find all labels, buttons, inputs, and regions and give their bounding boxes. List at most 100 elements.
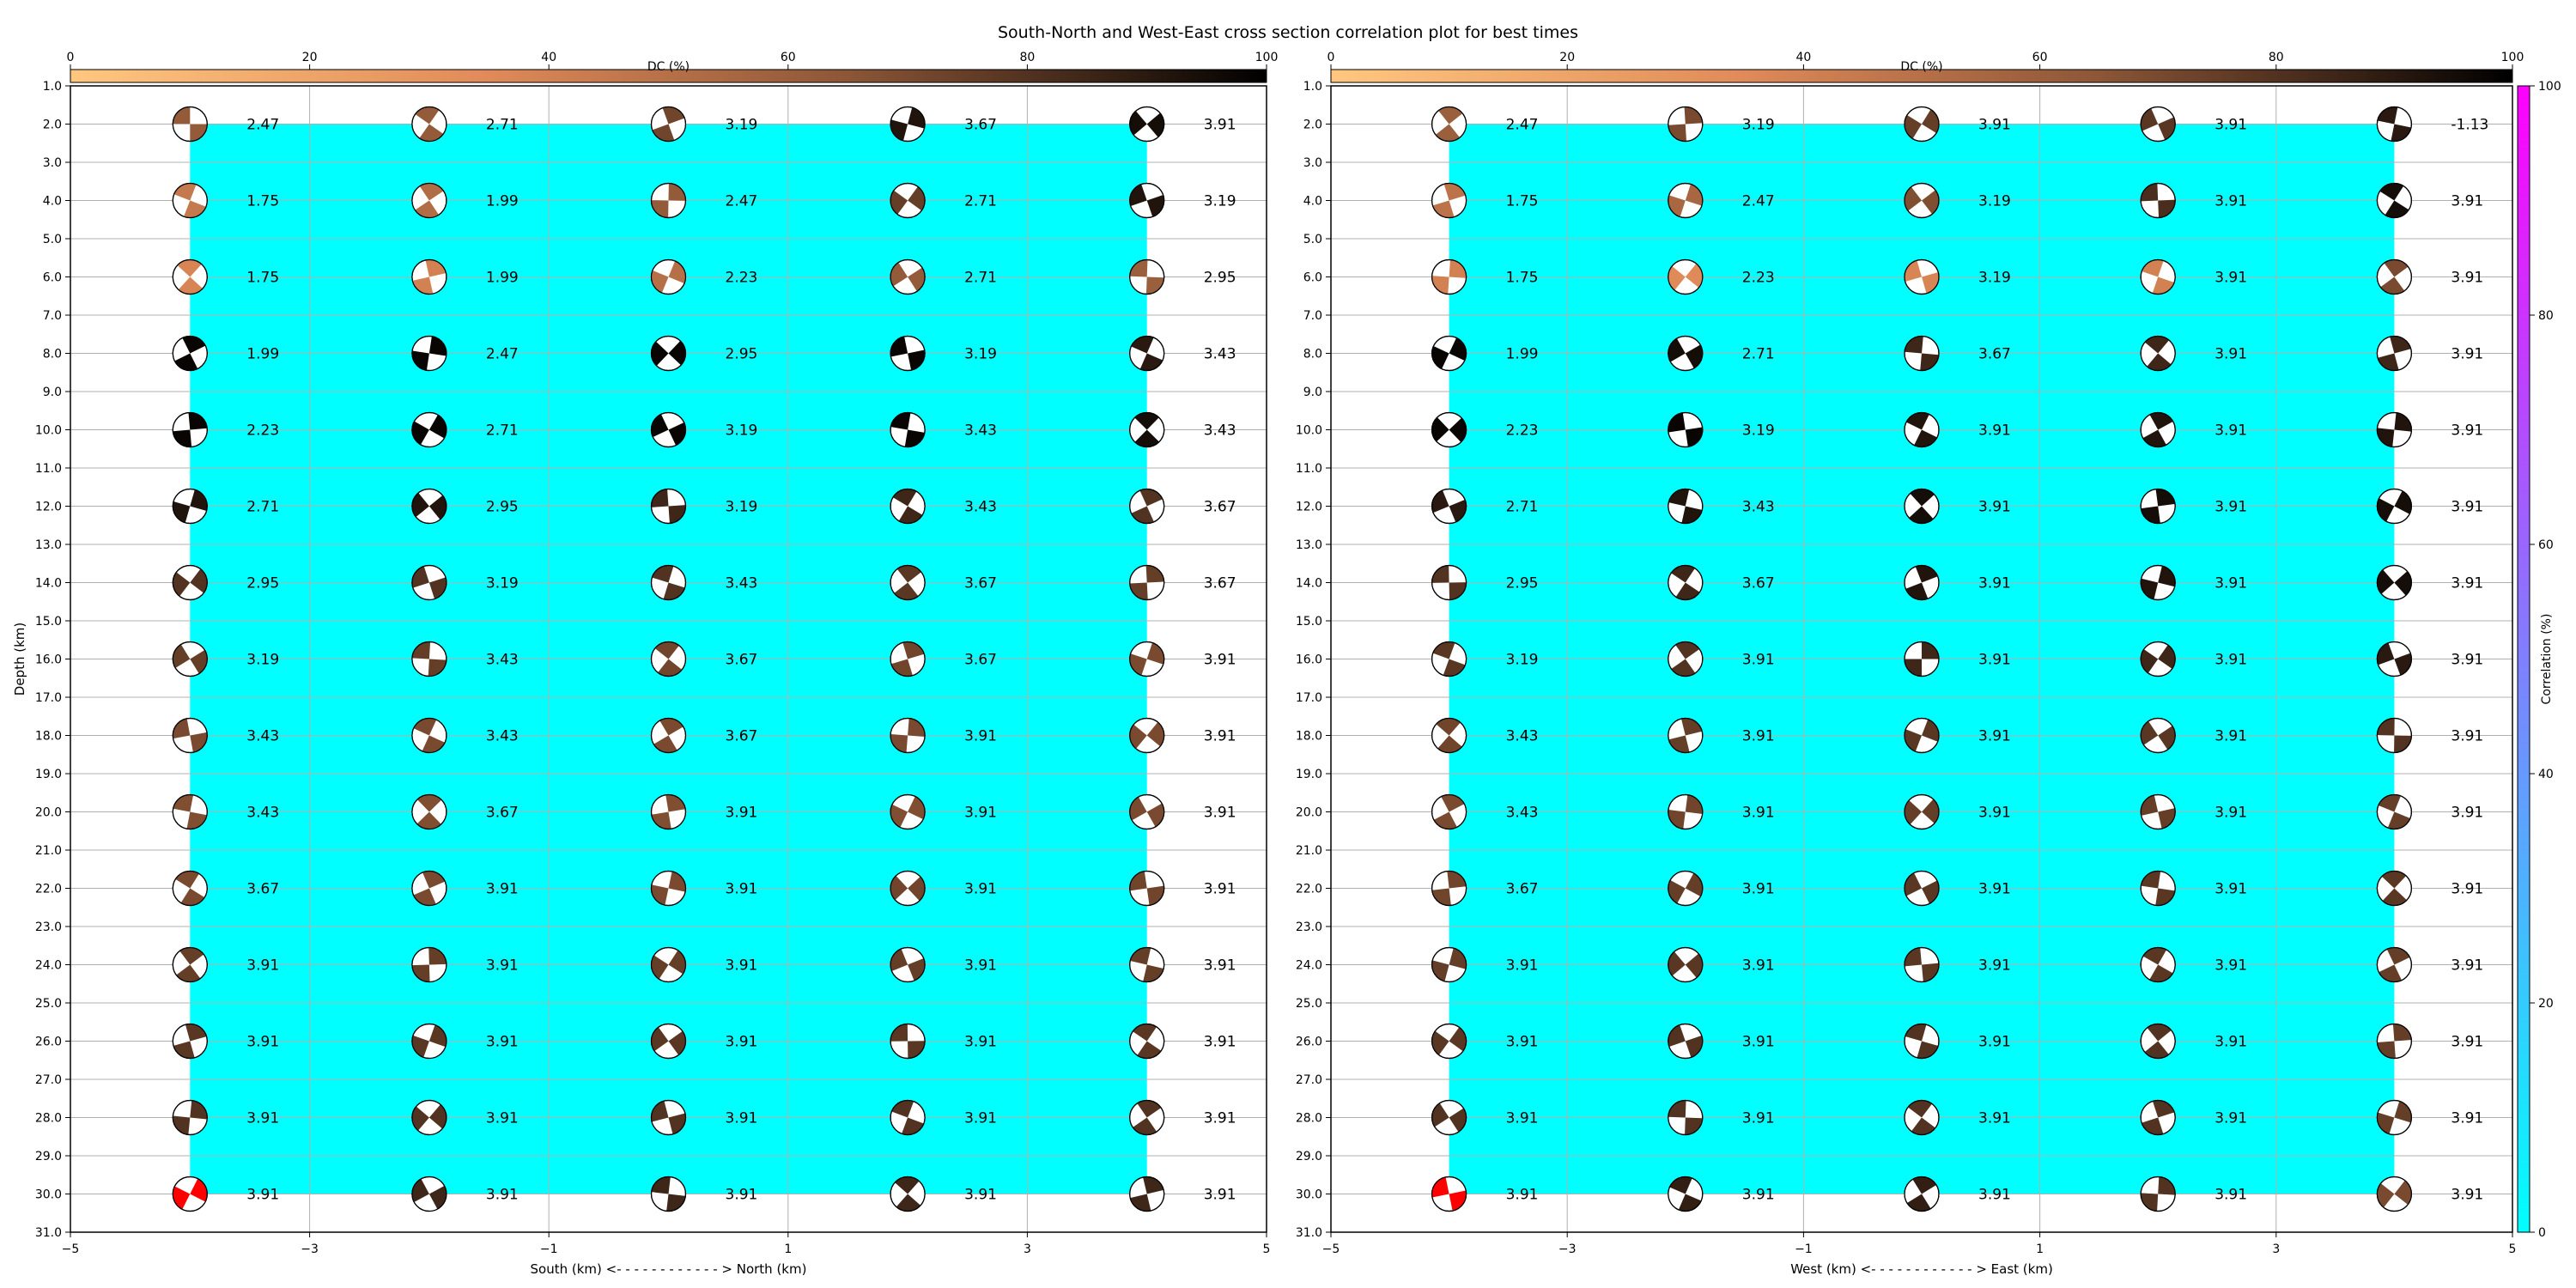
time-label: 3.91 [2451,499,2483,516]
time-label: 2.71 [1742,346,1775,363]
focal-mechanism [2140,641,2176,677]
beachball-compressional [2379,964,2402,982]
y-tick-label: 10.0 [35,424,62,438]
beachball-compressional [1668,951,1686,976]
time-label: 3.91 [1978,1110,2011,1127]
focal-mechanism [1431,641,1467,677]
beachball-compressional [902,1117,924,1135]
focal-mechanism [650,106,687,143]
beachball-compressional [1146,803,1164,827]
focal-mechanism [1904,1176,1940,1212]
focal-mechanism [2140,411,2176,448]
time-label: 3.91 [1978,1187,2011,1204]
time-label: 3.19 [1742,117,1775,134]
time-label: 3.91 [726,805,758,822]
time-label: 3.91 [2451,1110,2483,1127]
y-tick-label: 25.0 [35,997,62,1011]
beachball-outline [2140,1023,2176,1060]
beachball-outline [411,488,447,525]
beachball-compressional [1437,735,1462,753]
beachball-outline [2376,717,2412,754]
focal-mechanism [1129,870,1165,907]
beachball-outline [172,793,208,830]
beachball-compressional [1139,353,1163,371]
beachball-compressional [668,422,686,446]
beachball-outline [890,1023,926,1060]
beachball-compressional [1668,809,1686,829]
beachball-compressional [1922,719,1939,742]
time-label: 3.19 [1742,422,1775,440]
time-label: 2.95 [726,346,758,363]
time-label: 3.91 [2215,270,2247,287]
beachball-compressional [1671,565,1695,583]
focal-mechanism [1904,946,1940,983]
focal-mechanism [890,182,926,219]
beachball-outline [2140,946,2176,983]
y-tick-label: 31.0 [1296,1226,1322,1240]
beachball-compressional [651,414,669,438]
beachball-compressional [1905,186,1922,211]
time-label: 3.67 [964,652,997,669]
beachball-compressional [1137,1041,1162,1059]
focal-mechanism [1431,946,1467,983]
beachball-compressional [1129,871,1147,891]
beachball-outline [1668,182,1704,219]
focal-mechanism [890,717,926,754]
focal-mechanism [172,564,208,601]
y-tick-label: 5.0 [1303,233,1322,246]
time-label: 3.91 [2451,1187,2483,1204]
time-label: 3.91 [1506,1110,1539,1127]
time-label: 3.43 [964,422,997,440]
beachball-compressional [428,336,447,356]
beachball-outline [1904,641,1940,677]
focal-mechanism [1668,488,1704,525]
focal-mechanism [1668,411,1704,448]
focal-mechanism [1668,793,1704,830]
time-label: 3.91 [2451,346,2483,363]
focal-mechanism [890,488,926,525]
time-label: 3.91 [2215,728,2247,745]
y-tick-label: 10.0 [1296,424,1322,438]
time-label: 3.67 [1742,575,1775,592]
correlation-tick-label: 100 [2538,80,2561,94]
beachball-outline [2140,258,2176,295]
focal-mechanism [2376,793,2412,830]
focal-mechanism [172,717,208,754]
beachball-outline [1431,564,1467,601]
dc-tick-label: 20 [1559,51,1575,64]
time-label: 3.91 [2215,575,2247,592]
beachball-outline [2376,182,2412,219]
dc-tick-label: 20 [302,51,318,64]
time-label: 3.67 [964,575,997,592]
x-tick-label: −3 [1558,1242,1577,1256]
y-tick-label: 19.0 [35,768,62,781]
focal-mechanism [172,182,208,219]
beachball-compressional [1681,506,1703,524]
beachball-outline [2376,106,2412,143]
focal-mechanism [411,946,447,983]
beachball-compressional [651,1101,669,1122]
focal-mechanism [172,1099,208,1136]
time-label: 3.91 [2215,193,2247,210]
beachball-outline [1129,717,1165,754]
time-label: 3.91 [486,1034,519,1051]
beachball-compressional [2142,429,2166,447]
focal-mechanism [1129,1176,1165,1212]
beachball-compressional [190,732,208,753]
x-tick-label: −3 [301,1242,319,1256]
beachball-outline [1129,1023,1165,1060]
beachball-outline [2376,1099,2412,1136]
beachball-compressional [908,958,926,981]
beachball-compressional [1922,799,1939,823]
time-label: 3.91 [1204,805,1236,822]
focal-mechanism [1904,1099,1940,1136]
focal-mechanism [1904,411,1940,448]
beachball-compressional [1681,718,1703,736]
focal-mechanism [2376,106,2412,143]
beachball-outline [1668,793,1704,830]
beachball-compressional [2141,1193,2159,1212]
beachball-outline [172,258,208,295]
figure-title: South-North and West-East cross section … [998,23,1578,42]
time-label: 3.91 [2215,117,2247,134]
